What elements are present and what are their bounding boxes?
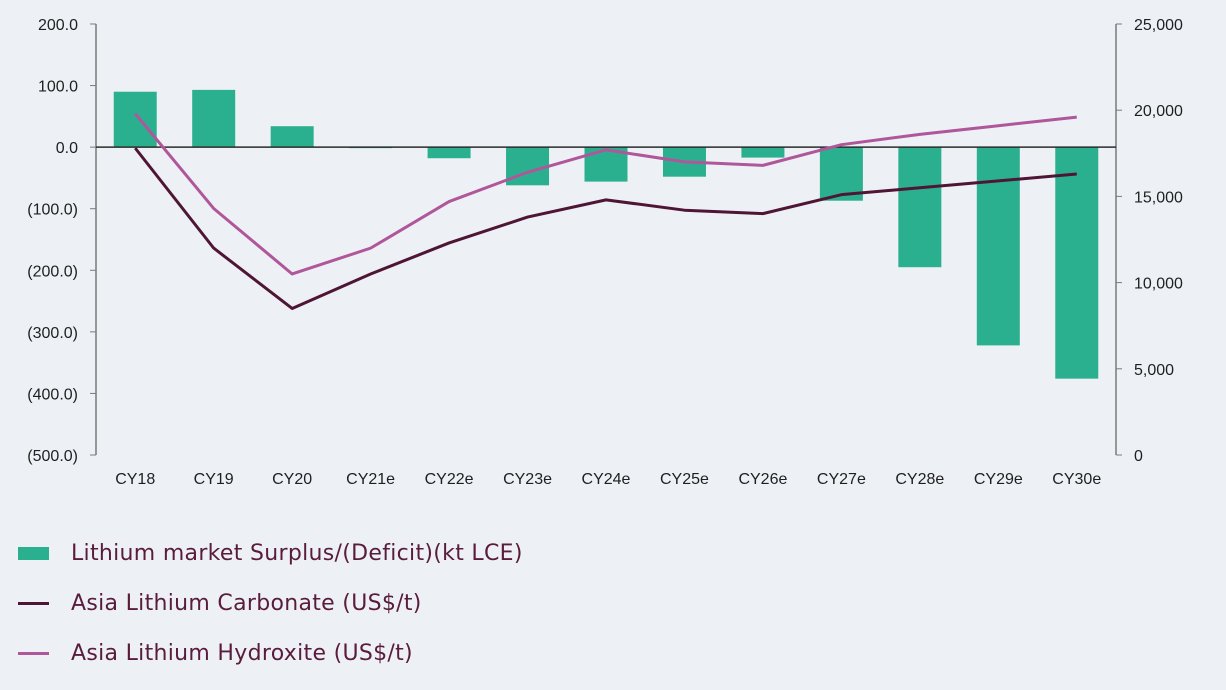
bar-cy29e: [976, 147, 1020, 346]
legend-label-surplus: Lithium market Surplus/(Deficit)(kt LCE): [71, 540, 523, 566]
legend-item-carbonate: Asia Lithium Carbonate (US$/t): [18, 578, 523, 628]
bar-cy26e: [741, 147, 785, 158]
legend-label-hydroxide: Asia Lithium Hydroxite (US$/t): [71, 640, 413, 666]
right-tick-label: 0: [1134, 448, 1143, 465]
legend: Lithium market Surplus/(Deficit)(kt LCE)…: [18, 528, 523, 678]
bar-cy23e: [506, 147, 550, 186]
right-tick-label: 25,000: [1134, 17, 1183, 34]
left-tick-label: 0.0: [56, 140, 78, 157]
legend-label-carbonate: Asia Lithium Carbonate (US$/t): [71, 590, 422, 616]
x-tick-label: CY20: [272, 471, 312, 488]
right-tick-label: 5,000: [1134, 362, 1174, 379]
right-tick-label: 20,000: [1134, 103, 1183, 120]
x-axis-labels: CY18 CY19 CY20 CY21e CY22e CY23e CY24e CY25e CY2…: [115, 471, 1101, 488]
x-tick-label: CY28e: [895, 471, 944, 488]
bar-cy28e: [898, 147, 942, 268]
x-tick-label: CY29e: [974, 471, 1023, 488]
bar-cy19: [192, 89, 236, 148]
legend-swatch-carbonate: [18, 601, 49, 605]
x-tick-label: CY27e: [817, 471, 866, 488]
right-tick-label: 15,000: [1134, 189, 1183, 206]
left-y-axis: 200.0 100.0 0.0 (100.0) (200.0) (300.0) (400.0…: [27, 17, 97, 465]
bar-cy27e: [819, 147, 863, 201]
line-series: [134, 112, 1077, 310]
x-tick-label: CY21e: [346, 471, 395, 488]
left-tick-label: 200.0: [38, 17, 78, 34]
left-tick-label: (500.0): [27, 448, 78, 465]
legend-item-surplus: Lithium market Surplus/(Deficit)(kt LCE): [18, 528, 523, 578]
legend-swatch-hydroxide: [18, 651, 49, 655]
left-tick-label: (200.0): [27, 263, 78, 280]
right-y-axis: 25,000 20,000 15,000 10,000 5,000 0: [1115, 17, 1183, 465]
left-tick-label: (100.0): [27, 202, 78, 219]
left-tick-label: (400.0): [27, 386, 78, 403]
x-tick-label: CY25e: [660, 471, 709, 488]
x-tick-label: CY24e: [582, 471, 631, 488]
chart-area: 200.0 100.0 0.0 (100.0) (200.0) (300.0) (400.0…: [27, 17, 1183, 488]
x-tick-label: CY30e: [1052, 471, 1101, 488]
bar-cy20: [270, 126, 314, 148]
x-tick-label: CY18: [115, 471, 155, 488]
x-tick-label: CY23e: [503, 471, 552, 488]
bar-cy18: [113, 91, 157, 148]
x-tick-label: CY19: [194, 471, 234, 488]
right-tick-label: 10,000: [1134, 276, 1183, 293]
x-tick-label: CY22e: [425, 471, 474, 488]
x-tick-label: CY26e: [738, 471, 787, 488]
left-tick-label: 100.0: [38, 79, 78, 96]
legend-item-hydroxide: Asia Lithium Hydroxite (US$/t): [18, 628, 523, 678]
legend-swatch-bar: [18, 546, 49, 560]
left-tick-label: (300.0): [27, 325, 78, 342]
bar-cy22e: [427, 147, 471, 159]
bar-cy30e: [1055, 147, 1099, 379]
bar-series: [113, 89, 1099, 379]
